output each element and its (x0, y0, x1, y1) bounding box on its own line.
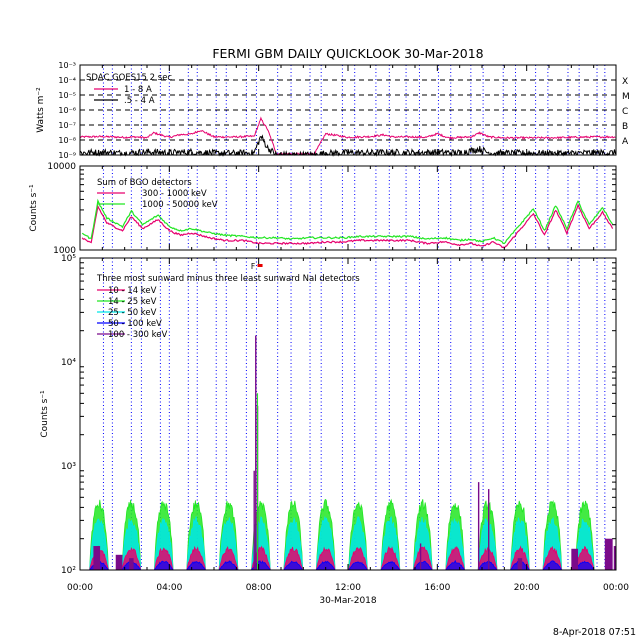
nai-y-tick-label: 10⁵ (61, 254, 76, 264)
goes-legend-label: 1 - 8 A (124, 85, 152, 95)
x-tick-label: 08:00 (246, 583, 272, 593)
bgo-y-tick-label: 1000 (53, 246, 76, 256)
flare-class-label: M (622, 92, 630, 102)
nai-y-axis-label: Counts s⁻¹ (40, 390, 50, 438)
nai-orbit-band (153, 560, 174, 571)
goes-y-tick-label: 10⁻⁹ (58, 151, 76, 160)
goes-series-line (79, 116, 616, 156)
nai-orbit-band (283, 560, 304, 571)
nai-high-energy-patch (93, 546, 101, 570)
goes-legend-label: .5 - 4 A (124, 96, 155, 106)
bgo-series-line (81, 198, 614, 245)
nai-orbit-band (218, 560, 239, 571)
nai-high-energy-patch (613, 546, 616, 570)
nai-high-energy-patch (571, 548, 579, 570)
nai-high-energy-patch (604, 538, 613, 570)
x-tick-label: 04:00 (156, 583, 182, 593)
x-tick-label: 00:00 (603, 583, 629, 593)
nai-y-tick-label: 10⁴ (61, 358, 76, 368)
nai-legend-title: Three most sunward minus three least sun… (96, 274, 360, 284)
bgo-panel-frame (79, 165, 617, 251)
x-tick-label: 00:00 (67, 583, 93, 593)
x-tick-label: 16:00 (424, 583, 450, 593)
nai-legend-label: 50 - 100 keV (108, 319, 162, 329)
nai-legend-label: 25 - 50 keV (108, 308, 157, 318)
flare-class-label: A (622, 137, 629, 147)
chart-title: FERMI GBM DAILY QUICKLOOK 30-Mar-2018 (212, 46, 483, 61)
x-axis-label: 30-Mar-2018 (319, 596, 377, 606)
flare-marker-bar (257, 264, 263, 267)
nai-orbit-band (542, 560, 563, 571)
nai-high-energy-patch (517, 558, 523, 570)
nai-y-tick-label: 10² (61, 566, 76, 576)
flare-marker-label: F (251, 262, 255, 271)
nai-high-energy-patch (115, 554, 123, 570)
goes-legend-title: SDAC GOES15 2 sec (86, 73, 172, 83)
flare-class-label: C (622, 107, 628, 117)
nai-legend-label: 100 - 300 keV (108, 330, 167, 340)
goes-panel-frame (79, 64, 617, 156)
x-tick-label: 12:00 (335, 583, 361, 593)
nai-legend-label: 10 - 14 keV (108, 286, 157, 296)
bgo-legend-title: Sum of BGO detectors (97, 178, 192, 188)
bgo-legend-label: 1000 - 50000 keV (142, 200, 218, 210)
goes-y-tick-label: 10⁻⁴ (58, 76, 76, 85)
bgo-y-tick-label: 10000 (47, 162, 76, 172)
nai-orbit-band (412, 560, 434, 571)
goes-y-tick-label: 10⁻³ (58, 61, 76, 70)
footer-timestamp: 8-Apr-2018 07:51 (553, 627, 636, 638)
nai-orbit-band (315, 560, 336, 571)
flare-class-label: X (622, 77, 628, 87)
goes-y-axis-label: Watts m⁻² (36, 87, 46, 133)
flare-class-label: B (622, 122, 628, 132)
goes-y-tick-label: 10⁻⁶ (58, 106, 76, 115)
bgo-y-axis-label: Counts s⁻¹ (29, 184, 39, 232)
bgo-legend-label: 300 - 1000 keV (142, 189, 207, 199)
nai-panel-frame (79, 257, 617, 571)
nai-legend-label: 14 - 25 keV (108, 297, 157, 307)
goes-y-tick-label: 10⁻⁵ (58, 91, 76, 100)
nai-orbit-band (347, 561, 369, 571)
bgo-series-line (81, 203, 614, 249)
goes-y-tick-label: 10⁻⁷ (58, 121, 76, 130)
nai-y-tick-label: 10³ (61, 462, 76, 472)
nai-orbit-band (380, 560, 401, 571)
nai-high-energy-patch (129, 558, 134, 570)
nai-orbit-band (574, 560, 595, 571)
goes-y-tick-label: 10⁻⁸ (58, 136, 76, 145)
x-tick-label: 20:00 (514, 583, 540, 593)
